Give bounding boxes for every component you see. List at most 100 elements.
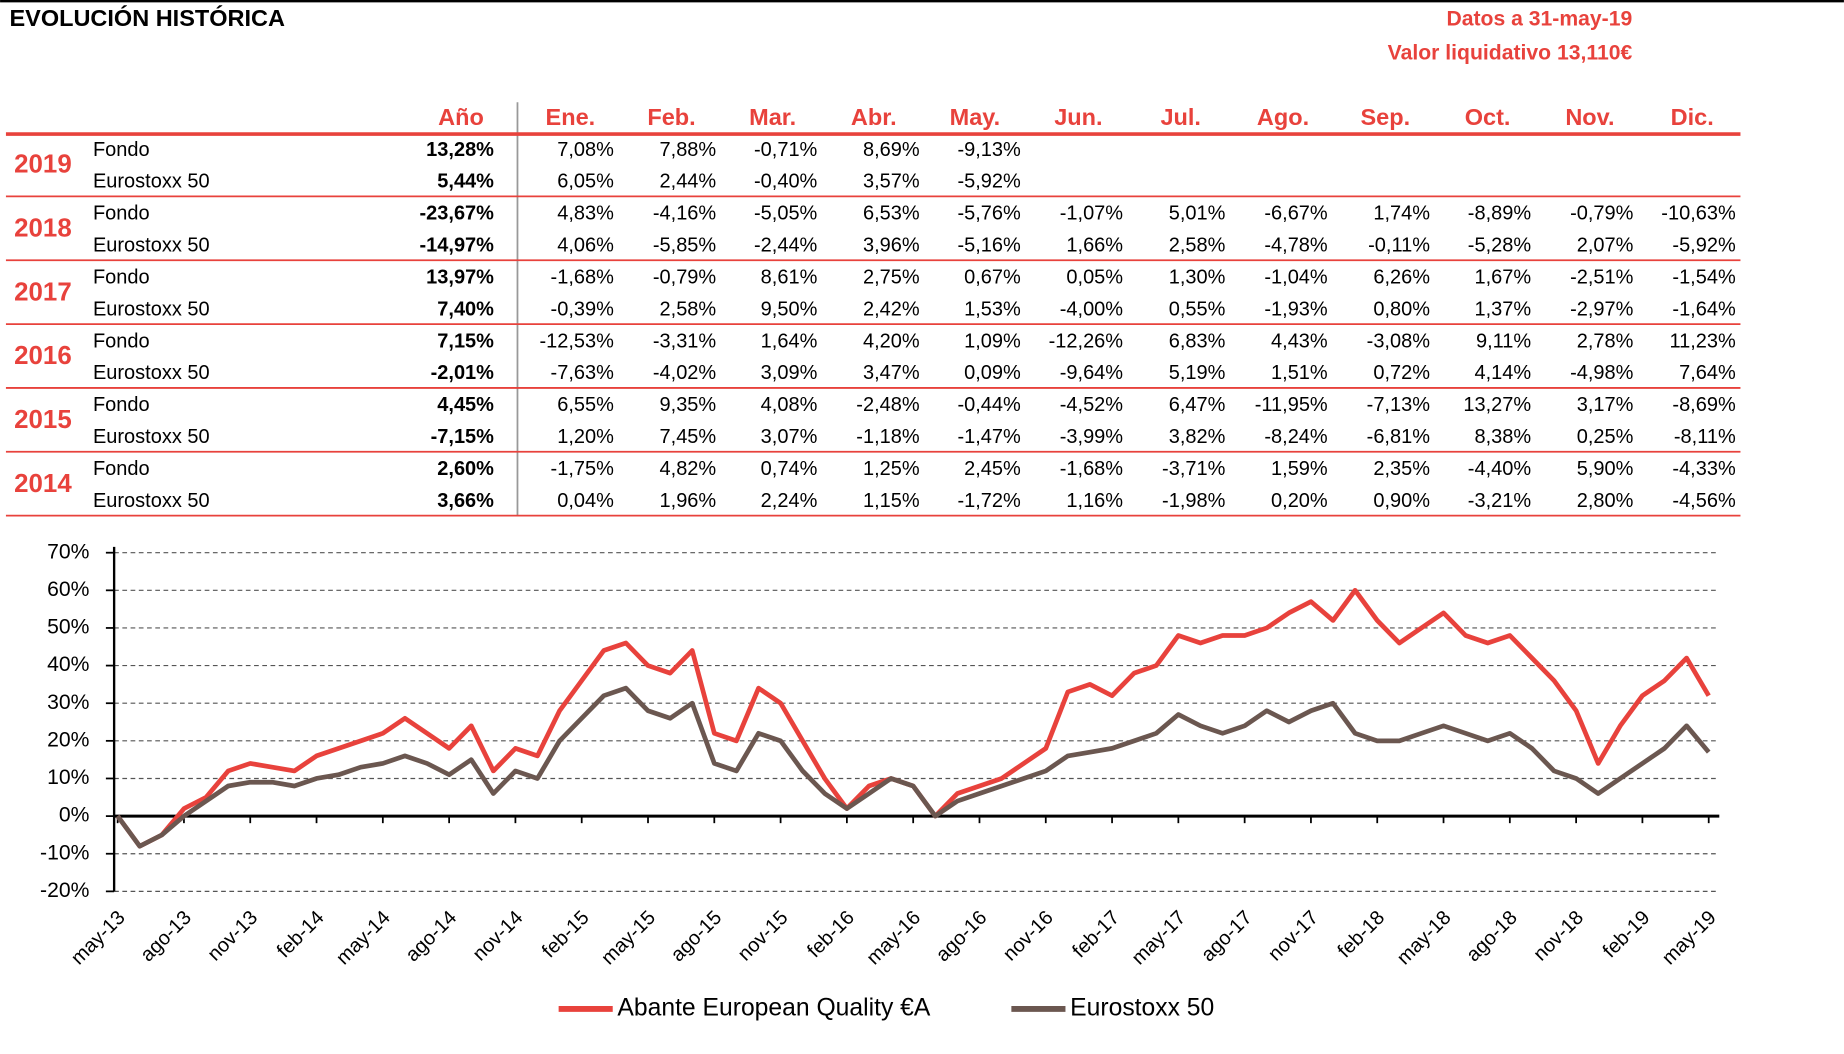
x-tick-label: nov-18 bbox=[1529, 907, 1588, 966]
column-header: Sep. bbox=[1361, 104, 1411, 130]
row-label: Eurostoxx 50 bbox=[93, 171, 210, 193]
month-return: -4,98% bbox=[1570, 362, 1634, 384]
month-return: 4,08% bbox=[761, 394, 818, 416]
month-return: -5,92% bbox=[1672, 234, 1736, 256]
month-return: 2,44% bbox=[660, 171, 717, 193]
year-return: -2,01% bbox=[431, 362, 495, 384]
month-return: 4,82% bbox=[660, 458, 717, 480]
month-return: -0,79% bbox=[653, 267, 717, 289]
month-return: 2,58% bbox=[1169, 234, 1226, 256]
month-return: -8,69% bbox=[1672, 394, 1736, 416]
month-return: 0,74% bbox=[761, 458, 818, 480]
month-return: 1,53% bbox=[964, 298, 1021, 320]
row-label: Eurostoxx 50 bbox=[93, 298, 210, 320]
month-return: -3,99% bbox=[1060, 426, 1124, 448]
year-label: 2015 bbox=[14, 406, 72, 434]
month-return: 1,25% bbox=[863, 458, 920, 480]
month-return: -1,54% bbox=[1672, 267, 1736, 289]
month-return: -4,52% bbox=[1060, 394, 1124, 416]
row-label: Fondo bbox=[93, 267, 150, 289]
month-return: 1,20% bbox=[557, 426, 614, 448]
y-tick-label: 60% bbox=[47, 578, 90, 601]
month-return: 3,07% bbox=[761, 426, 818, 448]
y-tick-label: -10% bbox=[40, 841, 90, 864]
month-return: -5,28% bbox=[1468, 234, 1532, 256]
column-header: Dic. bbox=[1671, 104, 1714, 130]
month-return: -12,26% bbox=[1049, 330, 1124, 352]
month-return: -4,00% bbox=[1060, 298, 1124, 320]
x-tick-label: feb-15 bbox=[538, 907, 594, 963]
month-return: -6,67% bbox=[1264, 203, 1328, 225]
month-return: 0,09% bbox=[964, 362, 1021, 384]
month-return: 0,04% bbox=[557, 490, 614, 512]
x-tick-label: ago-14 bbox=[402, 907, 462, 967]
year-return: -14,97% bbox=[420, 234, 495, 256]
y-tick-label: 10% bbox=[47, 766, 90, 789]
year-return: 3,66% bbox=[437, 490, 494, 512]
month-return: -3,31% bbox=[653, 330, 717, 352]
month-return: 0,67% bbox=[964, 267, 1021, 289]
month-return: 4,14% bbox=[1474, 362, 1531, 384]
x-tick-label: ago-17 bbox=[1197, 907, 1257, 967]
section-title: EVOLUCIÓN HISTÓRICA bbox=[9, 4, 285, 31]
month-return: -1,72% bbox=[957, 490, 1021, 512]
month-return: 1,37% bbox=[1474, 298, 1531, 320]
month-return: -1,68% bbox=[551, 267, 615, 289]
month-return: -1,47% bbox=[957, 426, 1021, 448]
month-return: 6,26% bbox=[1373, 267, 1430, 289]
year-label: 2019 bbox=[14, 151, 72, 179]
year-label: 2018 bbox=[14, 214, 72, 242]
month-return: 1,09% bbox=[964, 330, 1021, 352]
month-return: -1,98% bbox=[1162, 490, 1226, 512]
month-return: 1,74% bbox=[1373, 203, 1430, 225]
y-tick-label: 0% bbox=[59, 804, 90, 827]
y-tick-label: 70% bbox=[47, 540, 90, 563]
month-return: 6,83% bbox=[1169, 330, 1226, 352]
x-tick-label: nov-15 bbox=[734, 907, 793, 966]
month-return: 1,59% bbox=[1271, 458, 1328, 480]
year-return: 4,45% bbox=[437, 394, 494, 416]
column-header: Feb. bbox=[647, 104, 695, 130]
nav-note: Valor liquidativo 13,110€ bbox=[1388, 42, 1633, 65]
y-tick-label: 50% bbox=[47, 616, 90, 639]
month-return: 0,25% bbox=[1577, 426, 1634, 448]
month-return: -0,40% bbox=[754, 171, 818, 193]
month-return: 2,35% bbox=[1373, 458, 1430, 480]
month-return: -10,63% bbox=[1661, 203, 1736, 225]
month-return: -3,08% bbox=[1367, 330, 1431, 352]
month-return: 2,45% bbox=[964, 458, 1021, 480]
month-return: 2,75% bbox=[863, 267, 920, 289]
month-return: 1,96% bbox=[660, 490, 717, 512]
x-tick-label: nov-13 bbox=[203, 907, 262, 966]
month-return: 3,09% bbox=[761, 362, 818, 384]
month-return: 2,78% bbox=[1577, 330, 1634, 352]
month-return: 8,61% bbox=[761, 267, 818, 289]
x-tick-label: feb-19 bbox=[1599, 907, 1655, 963]
month-return: -1,18% bbox=[856, 426, 920, 448]
month-return: 5,90% bbox=[1577, 458, 1634, 480]
month-return: 6,53% bbox=[863, 203, 920, 225]
month-return: 5,01% bbox=[1169, 203, 1226, 225]
month-return: 1,66% bbox=[1066, 234, 1123, 256]
x-tick-label: may-19 bbox=[1658, 907, 1721, 970]
month-return: -2,51% bbox=[1570, 267, 1634, 289]
month-return: -9,13% bbox=[957, 139, 1021, 161]
month-return: 3,47% bbox=[863, 362, 920, 384]
x-tick-label: ago-16 bbox=[932, 907, 992, 967]
month-return: 11,23% bbox=[1669, 330, 1736, 352]
year-label: 2017 bbox=[14, 278, 72, 306]
month-return: 8,69% bbox=[863, 139, 920, 161]
month-return: -3,71% bbox=[1162, 458, 1226, 480]
month-return: 7,64% bbox=[1679, 362, 1736, 384]
month-return: 0,20% bbox=[1271, 490, 1328, 512]
column-header: Mar. bbox=[749, 104, 796, 130]
month-return: -1,68% bbox=[1060, 458, 1124, 480]
month-return: 5,19% bbox=[1169, 362, 1226, 384]
row-label: Eurostoxx 50 bbox=[93, 234, 210, 256]
x-tick-label: ago-13 bbox=[136, 907, 196, 967]
month-return: 2,24% bbox=[761, 490, 818, 512]
month-return: -11,95% bbox=[1255, 394, 1328, 416]
month-return: -8,89% bbox=[1468, 203, 1532, 225]
x-tick-label: nov-17 bbox=[1264, 907, 1323, 966]
